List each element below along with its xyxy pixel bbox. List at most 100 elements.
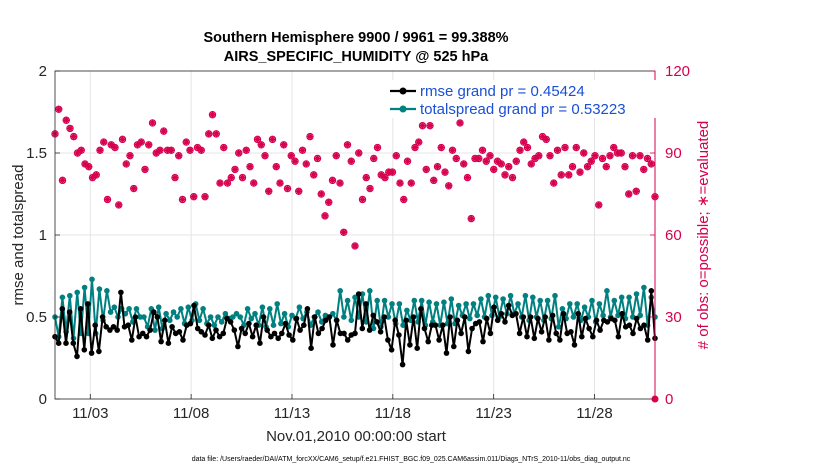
obs-evaluated-marker (205, 130, 213, 138)
obs-evaluated-marker (644, 155, 651, 162)
legend-label-spread: totalspread grand pr = 0.53223 (420, 101, 626, 118)
obs-evaluated-marker (156, 146, 164, 154)
rmse-point (224, 315, 230, 322)
obs-evaluated-marker (486, 152, 494, 160)
totalspread-point (111, 304, 118, 311)
y-left-tick-label: 0 (39, 391, 47, 408)
y-left-tick-label: 0.5 (26, 309, 47, 326)
rmse-point (242, 330, 248, 337)
obs-evaluated-marker (516, 146, 524, 154)
obs-evaluated-marker (561, 144, 569, 151)
obs-evaluated-marker (441, 168, 449, 176)
obs-evaluated-marker (269, 135, 276, 143)
rmse-point (205, 322, 212, 329)
obs-evaluated-marker (584, 163, 591, 171)
rmse-point (333, 317, 340, 324)
totalspread-point (411, 297, 418, 304)
rmse-point (385, 337, 391, 343)
totalspread-point (248, 315, 255, 322)
totalspread-point (218, 319, 225, 325)
rmse-point (140, 330, 146, 337)
rmse-point (209, 335, 216, 342)
y-left-tick-label: 2 (39, 63, 47, 80)
obs-evaluated-marker (347, 157, 355, 165)
rmse-point (560, 310, 567, 317)
totalspread-point (281, 310, 288, 317)
rmse-point (312, 314, 318, 320)
obs-evaluated-marker (625, 190, 633, 198)
obs-evaluated-marker (580, 149, 588, 157)
totalspread-point (600, 312, 606, 319)
obs-evaluated-marker (66, 125, 74, 132)
rmse-point (355, 291, 362, 297)
rmse-point (582, 315, 589, 322)
rmse-point (125, 322, 131, 329)
x-tick-label: 11/08 (173, 405, 209, 422)
obs-evaluated-marker (426, 122, 434, 130)
rmse-point (546, 337, 552, 343)
rmse-point (593, 317, 600, 324)
y-right-tick-label: 120 (665, 63, 690, 80)
obs-evaluated-marker (351, 242, 359, 250)
obs-evaluated-marker (212, 130, 220, 138)
rmse-point (626, 322, 633, 329)
rmse-point (535, 315, 541, 322)
rmse-point (579, 333, 585, 340)
totalspread-point (289, 312, 295, 319)
totalspread-point (126, 306, 132, 312)
totalspread-point (215, 314, 221, 320)
rmse-point (352, 330, 358, 337)
obs-evaluated-marker (242, 146, 250, 154)
obs-evaluated-marker (254, 135, 261, 143)
x-tick-label: 11/23 (475, 405, 511, 422)
rmse-point (286, 332, 292, 338)
obs-evaluated-marker (621, 163, 629, 171)
obs-evaluated-marker (265, 187, 273, 195)
totalspread-point (455, 302, 462, 309)
totalspread-point (581, 304, 588, 311)
obs-evaluated-marker (314, 155, 321, 162)
totalspread-point (537, 297, 543, 304)
obs-evaluated-marker (235, 149, 243, 157)
obs-evaluated-marker (104, 196, 111, 203)
rmse-point (132, 314, 139, 320)
rmse-point (129, 337, 135, 343)
rmse-point (344, 337, 351, 343)
rmse-point (77, 306, 84, 312)
totalspread-point (270, 322, 277, 329)
rmse-point (454, 317, 461, 324)
obs-evaluated-marker (272, 163, 280, 171)
rmse-point (162, 317, 168, 324)
line-series (52, 276, 658, 368)
rmse-point (301, 322, 307, 329)
rmse-point (414, 345, 421, 352)
rmse-point (399, 361, 406, 368)
totalspread-point (296, 304, 303, 311)
legend-marker-spread (399, 105, 407, 113)
totalspread-point (522, 292, 529, 299)
totalspread-point (633, 291, 640, 297)
rmse-point (257, 340, 263, 347)
rmse-point (630, 330, 636, 337)
rmse-point (644, 337, 651, 343)
totalspread-point (278, 320, 284, 327)
totalspread-point (59, 294, 66, 301)
obs-evaluated-marker (332, 152, 340, 160)
obs-evaluated-marker (317, 190, 325, 198)
totalspread-point (141, 314, 147, 320)
totalspread-point (352, 294, 358, 301)
obs-evaluated-marker (452, 155, 460, 162)
rmse-point (487, 330, 494, 337)
obs-evaluated-marker (535, 152, 543, 160)
rmse-point (88, 350, 95, 356)
obs-evaluated-marker (475, 155, 483, 162)
chart-title-line2: AIRS_SPECIFIC_HUMIDITY @ 525 hPa (224, 49, 489, 65)
rmse-point (513, 310, 519, 317)
obs-evaluated-marker (340, 228, 348, 236)
rmse-point (619, 310, 625, 317)
totalspread-point (441, 299, 447, 306)
rmse-point (425, 338, 432, 345)
rmse-point (553, 330, 559, 337)
rmse-point (279, 330, 285, 337)
rmse-point (516, 330, 523, 337)
